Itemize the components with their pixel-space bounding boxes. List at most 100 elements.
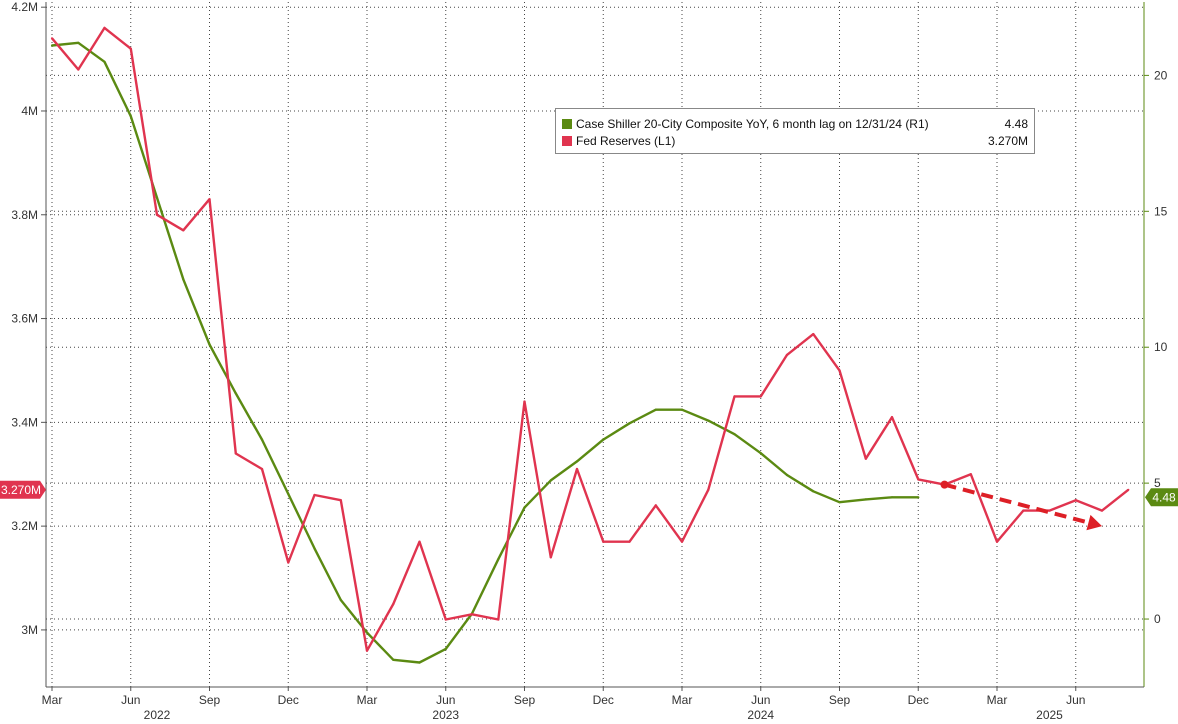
data-point-fed-reserves: [1127, 488, 1130, 491]
data-point-case-shiller: [864, 498, 867, 501]
data-point-case-shiller: [890, 496, 894, 499]
x-tick-label: Dec: [908, 693, 929, 707]
data-point-fed-reserves: [890, 416, 894, 419]
data-point-fed-reserves: [733, 395, 736, 398]
data-point-fed-reserves: [392, 602, 395, 606]
x-tick-label: Mar: [42, 693, 63, 707]
data-point-case-shiller: [680, 408, 684, 411]
data-point-fed-reserves: [812, 333, 815, 336]
data-point-case-shiller: [339, 598, 342, 602]
right-tick-label: 15: [1154, 204, 1168, 218]
trend-arrow-head: [1086, 514, 1102, 531]
left-tick-label: 3M: [21, 623, 38, 637]
legend-swatch-fed-reserves: [562, 136, 572, 146]
data-point-case-shiller: [602, 438, 605, 441]
data-point-case-shiller: [812, 490, 815, 493]
data-point-fed-reserves: [1074, 499, 1077, 502]
right-tick-label: 5: [1154, 476, 1161, 490]
legend-swatch-case-shiller: [562, 119, 572, 129]
data-point-case-shiller: [707, 419, 710, 422]
data-point-case-shiller: [129, 115, 132, 118]
right-value-badge: [1145, 488, 1178, 507]
data-point-fed-reserves: [77, 68, 80, 71]
last-value-badges: 3.270M 4.48: [0, 480, 1178, 507]
data-point-fed-reserves: [549, 556, 552, 559]
data-point-case-shiller: [838, 501, 841, 504]
data-point-case-shiller: [234, 392, 237, 395]
x-axis: Mar Jun Sep Dec Mar Jun Sep Dec Mar Jun Sep Dec Mar J…: [42, 686, 1144, 722]
data-point-fed-reserves: [444, 618, 447, 621]
data-point-case-shiller: [155, 196, 159, 199]
data-point-case-shiller: [365, 631, 369, 634]
left-tick-label: 4M: [21, 104, 38, 118]
x-tick-label: Sep: [199, 693, 221, 707]
data-point-fed-reserves: [1022, 509, 1025, 512]
data-point-fed-reserves: [497, 618, 500, 621]
data-point-fed-reserves: [208, 198, 211, 201]
legend-value-case-shiller: 4.48: [1004, 117, 1028, 131]
legend: Case Shiller 20-City Composite YoY, 6 mo…: [555, 108, 1035, 154]
data-point-case-shiller: [103, 60, 106, 63]
data-point-case-shiller: [77, 41, 80, 44]
data-point-case-shiller: [313, 547, 316, 550]
legend-label-fed-reserves: Fed Reserves (L1): [576, 134, 676, 148]
data-point-fed-reserves: [182, 229, 185, 232]
data-point-case-shiller: [444, 647, 447, 651]
data-point-fed-reserves: [339, 499, 342, 502]
data-point-case-shiller: [628, 422, 631, 425]
data-point-fed-reserves: [523, 400, 526, 403]
data-point-fed-reserves: [864, 457, 867, 460]
data-point-fed-reserves: [995, 540, 999, 543]
data-point-fed-reserves: [260, 467, 264, 471]
data-point-fed-reserves: [707, 488, 710, 491]
data-point-fed-reserves: [602, 540, 605, 543]
data-point-fed-reserves: [917, 478, 920, 481]
data-point-case-shiller: [759, 452, 762, 455]
x-tick-label: Jun: [751, 693, 770, 707]
x-tick-label: Jun: [436, 693, 455, 707]
legend-label-case-shiller: Case Shiller 20-City Composite YoY, 6 mo…: [576, 117, 929, 131]
legend-value-fed-reserves: 3.270M: [987, 134, 1028, 148]
trend-arrow: [940, 480, 1102, 531]
data-point-fed-reserves: [418, 540, 421, 543]
x-tick-label: Jun: [121, 693, 140, 707]
data-point-fed-reserves: [575, 467, 579, 471]
right-tick-label: 20: [1154, 68, 1168, 82]
data-point-fed-reserves: [103, 26, 106, 29]
series-line-case-shiller: [51, 41, 919, 664]
data-point-fed-reserves: [654, 504, 657, 507]
data-point-case-shiller: [654, 408, 657, 411]
data-point-fed-reserves: [313, 493, 316, 497]
data-point-fed-reserves: [838, 369, 841, 372]
right-axis: 0 5 10 15 20: [1143, 2, 1168, 687]
data-point-case-shiller: [182, 278, 185, 281]
data-point-case-shiller: [785, 473, 789, 477]
data-point-fed-reserves: [234, 452, 237, 455]
left-value-badge: [0, 480, 46, 499]
data-point-case-shiller: [575, 460, 579, 463]
legend-item-case-shiller: Case Shiller 20-City Composite YoY, 6 mo…: [562, 116, 1028, 133]
data-point-case-shiller: [523, 506, 526, 509]
data-point-case-shiller: [497, 558, 500, 561]
legend-item-fed-reserves: Fed Reserves (L1) 3.270M: [562, 133, 1028, 150]
data-point-fed-reserves: [287, 561, 290, 564]
left-tick-label: 3.8M: [11, 208, 38, 222]
x-tick-label: Dec: [278, 693, 299, 707]
x-tick-label: Mar: [987, 693, 1008, 707]
data-point-case-shiller: [50, 44, 54, 47]
data-point-fed-reserves: [628, 540, 631, 543]
x-year-label: 2022: [144, 708, 171, 722]
data-point-fed-reserves: [969, 473, 972, 476]
data-point-case-shiller: [418, 661, 421, 664]
left-axis: 3M 3.2M 3.4M 3.6M 3.8M 4M 4.2M: [11, 0, 47, 687]
x-tick-label: Mar: [672, 693, 693, 707]
data-point-fed-reserves: [680, 540, 684, 543]
x-year-label: 2023: [432, 708, 459, 722]
right-value-badge-label: 4.48: [1152, 490, 1176, 504]
data-point-case-shiller: [287, 492, 290, 496]
x-tick-label: Dec: [593, 693, 614, 707]
data-point-fed-reserves: [50, 37, 54, 40]
series-group: [50, 26, 1130, 664]
trend-arrow-shaft: [943, 482, 1089, 525]
